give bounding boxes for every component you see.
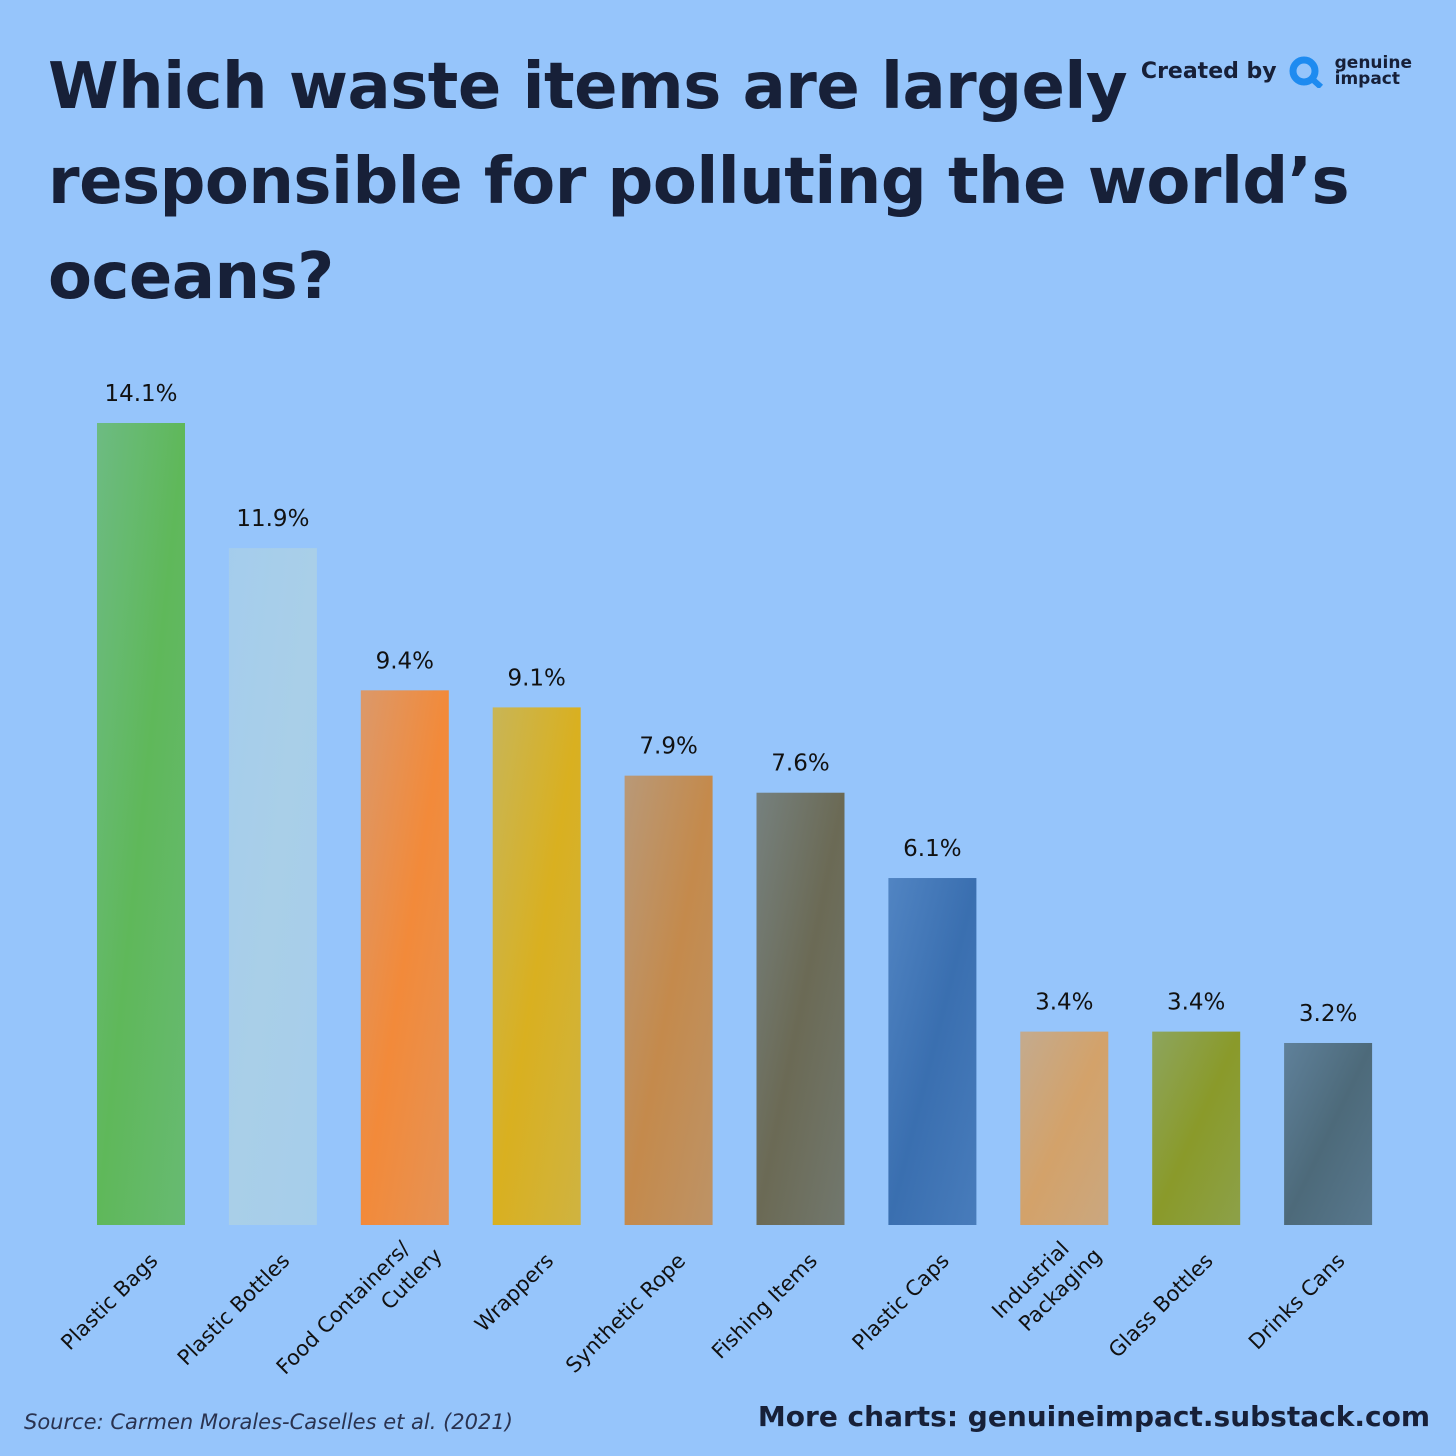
- value-label: 3.4%: [1035, 990, 1093, 1016]
- value-label: 9.1%: [507, 665, 565, 691]
- bar: [624, 775, 713, 1225]
- value-label: 7.9%: [639, 734, 697, 760]
- credit: Created by genuine impact: [1141, 54, 1412, 88]
- value-label: 11.9%: [236, 506, 309, 532]
- x-tick-label: Plastic Bags: [56, 1249, 162, 1355]
- title-line: Which waste items are largely: [48, 50, 1128, 124]
- x-tick-label: Synthetic Rope: [561, 1249, 690, 1378]
- bar: [97, 423, 185, 1225]
- x-tick-label: Drinks Cans: [1244, 1249, 1350, 1355]
- x-tick-label: Plastic Bottles: [173, 1249, 295, 1371]
- brand-line: impact: [1334, 69, 1401, 89]
- bar: [1152, 1031, 1241, 1225]
- value-label: 7.6%: [771, 751, 829, 777]
- brand: genuine impact: [1334, 53, 1412, 89]
- x-tick-label: IndustrialPackaging: [987, 1224, 1106, 1343]
- x-tick-label: Fishing Items: [707, 1249, 822, 1364]
- value-label: 6.1%: [903, 836, 961, 862]
- brand-line: genuine: [1334, 53, 1412, 73]
- bar: [1020, 1031, 1109, 1225]
- value-label: 3.4%: [1167, 990, 1225, 1016]
- bar: [1284, 1042, 1373, 1225]
- title-line: oceans?: [48, 240, 334, 314]
- bar: [756, 792, 845, 1225]
- source: Source: Carmen Morales-Caselles et al. (…: [24, 1410, 513, 1434]
- footer: More charts: genuineimpact.substack.com: [757, 1400, 1430, 1433]
- bar: [360, 690, 449, 1225]
- bar: [888, 878, 977, 1225]
- chart-title: Which waste items are largely responsibl…: [48, 40, 1350, 325]
- value-label: 3.2%: [1299, 1001, 1357, 1027]
- x-tick-label: Food Containers/Cutlery: [272, 1224, 447, 1399]
- value-label: 14.1%: [104, 381, 177, 407]
- value-label: 9.4%: [376, 648, 434, 674]
- credit-label: Created by: [1140, 58, 1277, 84]
- x-tick-label: Glass Bottles: [1104, 1249, 1218, 1363]
- logo: [1289, 56, 1323, 88]
- x-tick-label: Wrappers: [470, 1249, 558, 1337]
- bar: [492, 707, 581, 1225]
- title-line: responsible for polluting the world’s: [48, 145, 1350, 219]
- bar: [228, 548, 317, 1225]
- x-tick-label: Plastic Caps: [848, 1249, 954, 1355]
